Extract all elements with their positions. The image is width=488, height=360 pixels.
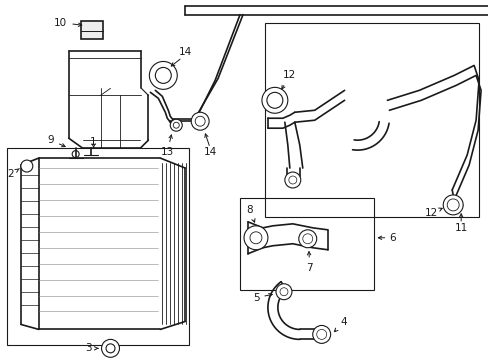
Bar [81,21,102,39]
Circle shape [285,172,300,188]
Circle shape [244,226,267,250]
Text: 2: 2 [8,168,20,179]
Circle shape [262,87,287,113]
Text: 12: 12 [281,71,296,89]
Text: 8: 8 [246,205,254,222]
Circle shape [275,284,291,300]
Circle shape [191,112,209,130]
Text: 5: 5 [252,293,272,303]
Text: 11: 11 [454,223,467,233]
Text: 1: 1 [90,137,97,147]
Circle shape [312,325,330,343]
Text: 3: 3 [85,343,98,354]
Bar [240,198,374,289]
Circle shape [442,195,462,215]
Text: 14: 14 [178,48,191,58]
Circle shape [170,119,182,131]
Bar [7,148,189,345]
Text: 12: 12 [424,208,441,218]
Circle shape [298,230,316,248]
Circle shape [102,339,119,357]
Text: 14: 14 [203,147,216,157]
Text: 13: 13 [161,135,174,157]
Text: 7: 7 [306,252,312,273]
Text: 10: 10 [54,18,81,28]
Text: 9: 9 [47,135,65,147]
Bar [264,23,478,217]
Circle shape [149,62,177,89]
Circle shape [21,160,33,172]
Text: 4: 4 [334,318,346,332]
Text: 6: 6 [388,233,395,243]
